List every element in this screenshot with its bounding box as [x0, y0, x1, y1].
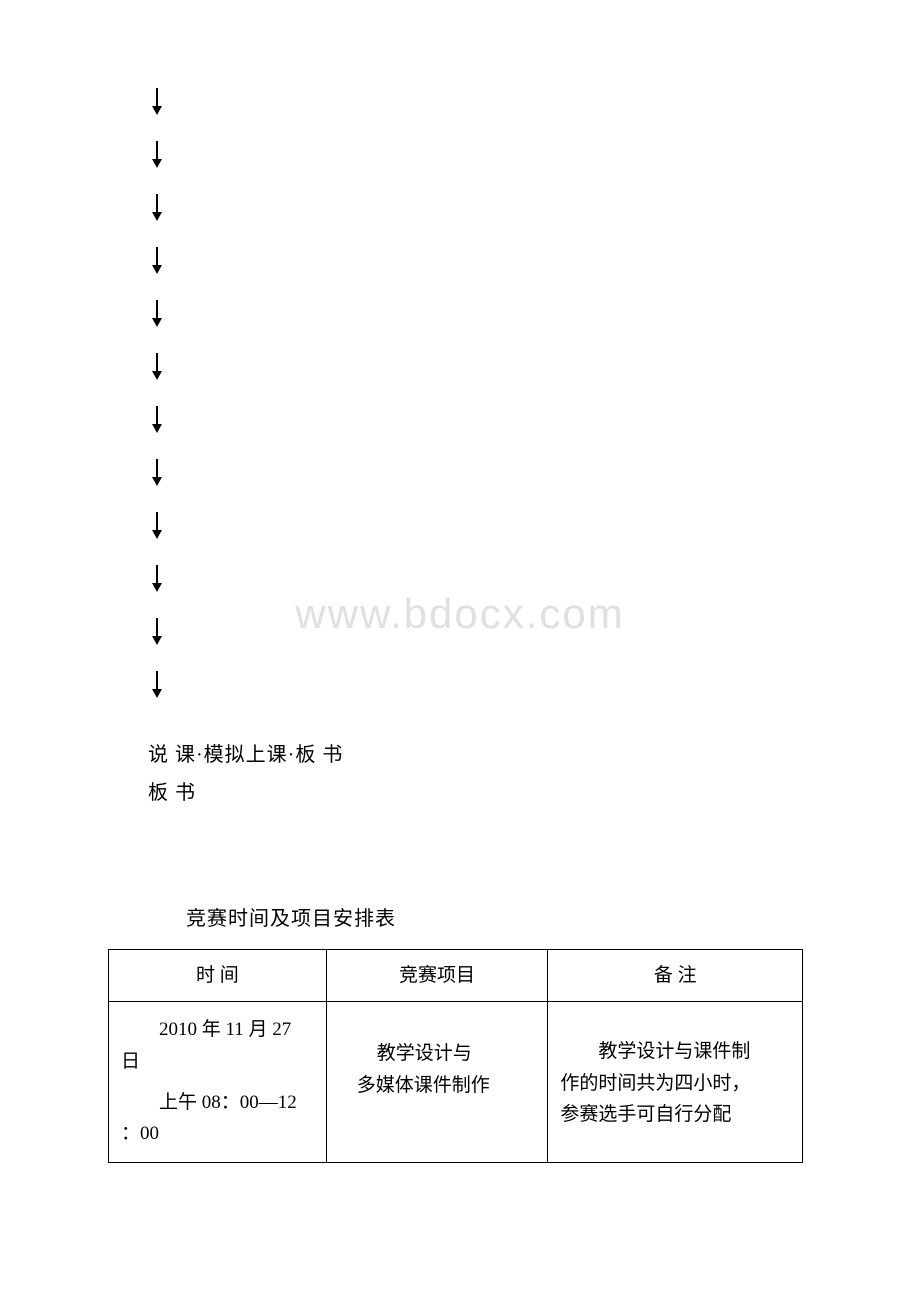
down-arrow — [156, 618, 158, 645]
table-cell-note: 教学设计与课件制 作的时间共为四小时， 参赛选手可自行分配 — [548, 1002, 803, 1162]
note-text: 作的时间共为四小时， — [560, 1068, 790, 1099]
time-text: 日 — [121, 1046, 314, 1077]
down-arrow — [156, 88, 158, 115]
down-arrow — [156, 459, 158, 486]
time-text: 2010 年 11 月 27 — [121, 1014, 314, 1045]
arrows-column — [148, 88, 920, 698]
down-arrow — [156, 565, 158, 592]
down-arrow — [156, 194, 158, 221]
project-text: 多媒体课件制作 — [339, 1070, 536, 1101]
page-content: 说 课·模拟上课·板 书 板 书 竞赛时间及项目安排表 时 间 竞赛项目 备 注… — [0, 0, 920, 1163]
down-arrow — [156, 671, 158, 698]
schedule-table: 时 间 竞赛项目 备 注 2010 年 11 月 27 日 上午 08：00—1… — [108, 949, 803, 1163]
project-text: 教学设计与 — [339, 1038, 536, 1069]
time-text: 上午 08：00—12 — [121, 1087, 314, 1118]
down-arrow — [156, 141, 158, 168]
table-header-row: 时 间 竞赛项目 备 注 — [109, 950, 803, 1002]
down-arrow — [156, 353, 158, 380]
down-arrow — [156, 512, 158, 539]
table-cell-time: 2010 年 11 月 27 日 上午 08：00—12 ：00 — [109, 1002, 327, 1162]
note-text: 教学设计与课件制 — [560, 1036, 790, 1067]
table-header-note: 备 注 — [548, 950, 803, 1002]
text-line-1: 说 课·模拟上课·板 书 — [148, 736, 920, 774]
down-arrow — [156, 406, 158, 433]
table-header-project: 竞赛项目 — [326, 950, 548, 1002]
time-text: ：00 — [121, 1118, 314, 1149]
table-row: 2010 年 11 月 27 日 上午 08：00—12 ：00 教学设计与 多… — [109, 1002, 803, 1162]
note-text: 参赛选手可自行分配 — [560, 1099, 790, 1130]
section-title: 竞赛时间及项目安排表 — [186, 902, 920, 931]
down-arrow — [156, 247, 158, 274]
text-line-2: 板 书 — [148, 774, 920, 812]
table-cell-project: 教学设计与 多媒体课件制作 — [326, 1002, 548, 1162]
table-header-time: 时 间 — [109, 950, 327, 1002]
down-arrow — [156, 300, 158, 327]
